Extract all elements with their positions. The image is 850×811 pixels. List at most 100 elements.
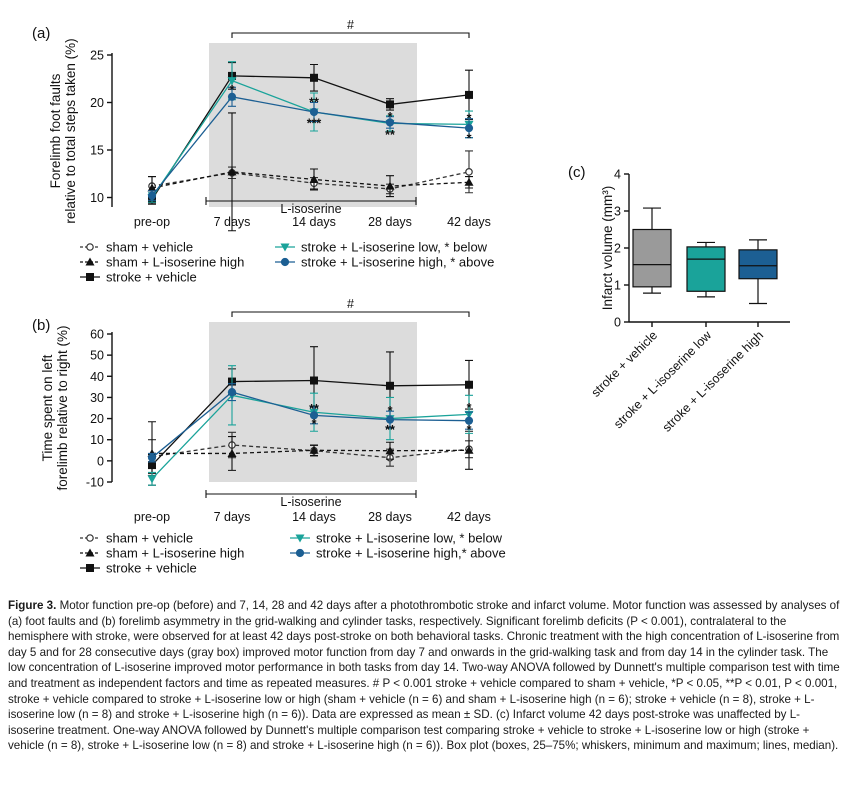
panel-c-whiskers bbox=[749, 239, 767, 305]
legend-swatch-marker bbox=[280, 257, 290, 267]
panel-a-data-point bbox=[310, 73, 318, 82]
panel-b-significance-mark: * bbox=[467, 423, 472, 437]
panel-b-series-4 bbox=[147, 383, 474, 463]
panel-b-data-point bbox=[309, 445, 319, 454]
panel-a-significance-mark: * bbox=[230, 83, 235, 97]
panel-b-cylinder-chart: (b) # -10 0 10 20 30 40 50 60 Time spent on left fo… bbox=[32, 297, 506, 576]
legend-swatch-marker bbox=[86, 243, 94, 251]
panel-b-x-tick-label: 28 days bbox=[368, 510, 412, 524]
panel-b-significance-bracket bbox=[231, 311, 470, 317]
panel-c-y-tick-label: 3 bbox=[614, 205, 621, 219]
panel-a-significance-bracket bbox=[231, 32, 470, 38]
panel-b-label: (b) bbox=[32, 317, 50, 334]
panel-a-significance-mark: *** bbox=[307, 116, 322, 130]
panel-a-x-tick-label: 42 days bbox=[447, 215, 491, 229]
panel-b-x-tick-label: 42 days bbox=[447, 510, 491, 524]
panel-b-y-tick-label: 10 bbox=[90, 433, 104, 447]
panel-b-y-axis-title: Time spent on left bbox=[40, 354, 55, 461]
panel-c-x-tick-label: stroke + L-isoserine low bbox=[611, 328, 715, 432]
panel-b-data-point bbox=[227, 388, 237, 397]
panel-c-y-tick-label: 1 bbox=[614, 279, 621, 293]
panel-a-treatment-bar-label: L-isoserine bbox=[280, 202, 341, 216]
panel-c-box-1 bbox=[686, 241, 726, 298]
legend-entry: stroke + L-isoserine low, * below bbox=[316, 531, 503, 546]
panel-a-data-point bbox=[227, 92, 237, 101]
panel-b-data-point bbox=[386, 381, 394, 390]
panel-b-x-tick-label: pre-op bbox=[134, 510, 170, 524]
panel-b-x-tick-label: 14 days bbox=[292, 510, 336, 524]
legend-entry: stroke + vehicle bbox=[106, 561, 197, 576]
panel-a-data-point bbox=[385, 181, 395, 190]
panel-a-bracket-label: # bbox=[347, 18, 354, 32]
panel-a-data-point bbox=[227, 167, 237, 176]
legend-entry: stroke + vehicle bbox=[106, 270, 197, 285]
panel-a-data-point bbox=[309, 174, 319, 183]
panel-a-y-tick-label: 25 bbox=[90, 49, 104, 63]
panel-a-data-point bbox=[227, 77, 237, 86]
panel-a-y-axis bbox=[107, 53, 113, 207]
panel-c-y-tick-label: 2 bbox=[614, 242, 621, 256]
legend-swatch-marker bbox=[86, 534, 94, 542]
panel-a-significance-mark: ** bbox=[385, 128, 395, 142]
panel-b-data-point bbox=[227, 448, 237, 457]
panel-c-x-tick-label: stroke + L-isoserine high bbox=[660, 328, 766, 434]
panel-c-box-2 bbox=[738, 239, 778, 305]
panel-b-y-tick-label: 20 bbox=[90, 412, 104, 426]
panel-b-y-tick-label: 40 bbox=[90, 370, 104, 384]
panel-b-data-point bbox=[464, 416, 474, 425]
legend-swatch-marker bbox=[295, 534, 305, 543]
panel-b-y-tick-label: 60 bbox=[90, 328, 104, 342]
panel-a-data-point bbox=[147, 191, 157, 200]
legend-entry: sham + vehicle bbox=[106, 531, 193, 546]
panel-a-x-tick-label: pre-op bbox=[134, 215, 170, 229]
legend-entry: sham + L-isoserine high bbox=[106, 546, 244, 561]
panel-a-data-point bbox=[464, 177, 474, 186]
panel-b-data-point bbox=[464, 445, 474, 454]
panel-b-significance-mark: * bbox=[312, 417, 317, 431]
panel-a-data-point bbox=[385, 118, 395, 127]
panel-b-significance-mark: * bbox=[467, 401, 472, 415]
panel-b-treatment-bar bbox=[205, 490, 417, 498]
panel-a-significance-mark: ** bbox=[309, 96, 319, 110]
legend-entry: stroke + L-isoserine high, * above bbox=[301, 255, 494, 270]
panel-a-y-axis-title: relative to total steps taken (%) bbox=[63, 38, 78, 223]
panel-c-whiskers bbox=[697, 241, 715, 298]
panel-b-treatment-bar-label: L-isoserine bbox=[280, 495, 341, 509]
legend-swatch-marker bbox=[295, 548, 305, 558]
panel-b-data-point bbox=[309, 411, 319, 420]
panel-a-significance-mark: * bbox=[467, 112, 472, 126]
panel-a-y-axis-title: Forelimb foot faults bbox=[48, 73, 63, 188]
panel-a-data-point bbox=[465, 168, 473, 176]
panel-b-data-point bbox=[385, 415, 395, 424]
panel-c-whiskers bbox=[643, 207, 661, 294]
panel-b-y-tick-label: -10 bbox=[86, 476, 104, 490]
panel-b-data-point bbox=[147, 453, 157, 462]
panel-a-series-4 bbox=[147, 86, 474, 201]
panel-a-data-point bbox=[147, 183, 157, 192]
caption-text: Motor function pre-op (before) and 7, 14… bbox=[8, 599, 840, 753]
panel-a-label: (a) bbox=[32, 25, 50, 42]
figure-caption: Figure 3. Motor function pre-op (before)… bbox=[8, 598, 840, 754]
panel-a-data-point bbox=[464, 124, 474, 133]
legend-swatch-marker bbox=[85, 548, 95, 557]
panel-a-treatment-bar bbox=[205, 197, 417, 205]
panel-b-data-point bbox=[465, 380, 473, 389]
panel-a-x-tick-label: 14 days bbox=[292, 215, 336, 229]
panel-c-y-tick-label: 4 bbox=[614, 168, 621, 182]
panel-b-x-tick-label: 7 days bbox=[214, 510, 251, 524]
panel-b-y-axis bbox=[107, 332, 113, 483]
legend-swatch-marker bbox=[86, 273, 94, 281]
legend-swatch-marker bbox=[280, 243, 290, 252]
panel-b-y-tick-label: 0 bbox=[97, 454, 104, 468]
panel-c-y-axis bbox=[624, 173, 790, 327]
panel-b-y-axis-title: forelimb relative to right (%) bbox=[55, 325, 70, 490]
panel-c-label: (c) bbox=[568, 164, 586, 181]
panel-c-y-axis-title: Infarct volume (mm³) bbox=[600, 186, 615, 311]
panel-b-significance-mark: ** bbox=[385, 423, 395, 437]
caption-lead: Figure 3. bbox=[8, 599, 57, 612]
panel-c-box bbox=[632, 228, 672, 288]
panel-b-y-tick-label: 30 bbox=[90, 391, 104, 405]
